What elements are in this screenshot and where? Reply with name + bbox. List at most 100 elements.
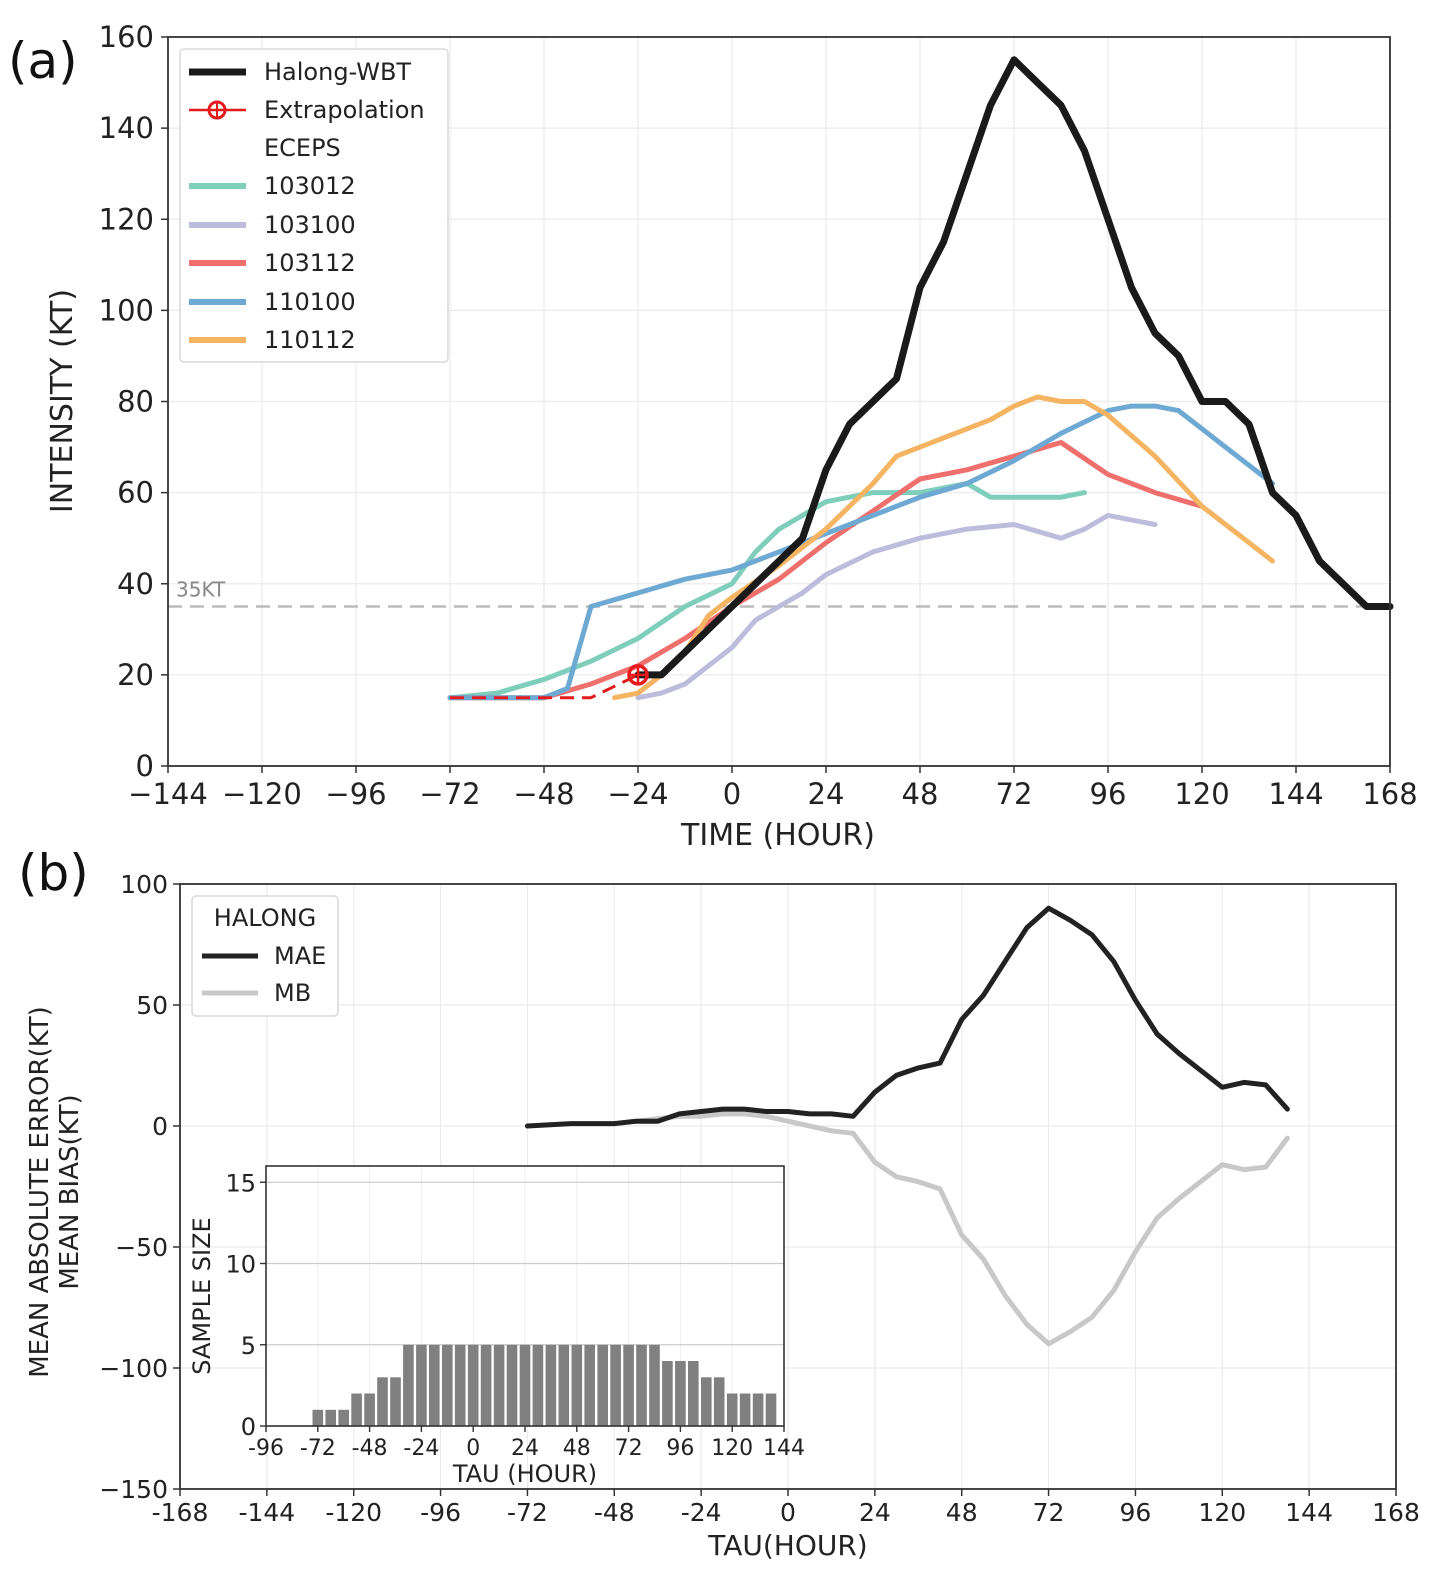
panel-b-series (524, 905, 1290, 1347)
x-tick-label: 96 (1090, 777, 1127, 811)
panel-a: (a) 35KT −144 −120 −96 −72 −48 −24 0 24 48 72 96 12… (8, 20, 1418, 853)
x-tick-label: -24 (681, 1498, 722, 1527)
sample-size-bar (558, 1344, 570, 1427)
x-tick-label: 48 (946, 1498, 978, 1527)
sample-size-bar (493, 1344, 505, 1427)
panel-a-y-axis-label: INTENSITY (KT) (45, 289, 80, 513)
y-tick-label: 80 (117, 385, 154, 419)
inset-y-tick-label: 0 (241, 1413, 256, 1441)
sample-size-bar (532, 1344, 544, 1427)
inset-y-tick-label: 5 (241, 1332, 256, 1360)
legend-group-title-eceps: ECEPS (264, 134, 341, 162)
legend-title-halong: HALONG (214, 904, 316, 932)
x-tick-label: -144 (238, 1498, 295, 1527)
sample-size-bar (325, 1409, 336, 1427)
extrapolation-marker (627, 664, 649, 686)
inset-y-tick-label: 10 (225, 1251, 256, 1279)
x-tick-label: 0 (780, 1498, 796, 1527)
x-tick-label: −24 (607, 777, 668, 811)
sample-size-bar (636, 1344, 647, 1427)
sample-size-bar (597, 1344, 608, 1427)
reference-line-label: 35KT (176, 578, 226, 602)
panel-a-x-axis-label: TIME (HOUR) (680, 818, 875, 853)
legend-box-b (191, 895, 339, 1017)
series-line-103100 (635, 512, 1158, 701)
sample-size-bar (675, 1361, 686, 1426)
y-tick-label: 0 (152, 1112, 168, 1141)
y-tick-label: 20 (117, 658, 154, 692)
y-tick-label: 40 (117, 567, 154, 601)
sample-size-bar (726, 1393, 738, 1426)
inset-x-tick-label: 48 (563, 1436, 591, 1461)
inset-y-ticks: 0 5 10 15 (225, 1169, 266, 1441)
legend-label-mae: MAE (274, 942, 326, 970)
sample-size-bar (584, 1344, 595, 1427)
x-tick-label: −120 (222, 777, 302, 811)
y-tick-label: −50 (115, 1233, 168, 1262)
panel-b-x-ticks: -168 -144 -120 -96 -72 -48 -24 0 24 48 72 96 120 144 1… (152, 1489, 1420, 1527)
sample-size-bar (364, 1393, 375, 1426)
series-line-103112 (447, 440, 1205, 701)
sample-size-bar (649, 1344, 660, 1427)
series-line-110100 (447, 403, 1275, 701)
x-tick-label: -120 (325, 1498, 382, 1527)
x-tick-label: 168 (1372, 1498, 1420, 1527)
sample-size-bar (403, 1344, 414, 1427)
series-line-110112 (612, 394, 1275, 701)
sample-size-bar (713, 1377, 725, 1427)
x-tick-label: -96 (420, 1498, 461, 1527)
inset-x-axis-label: TAU (HOUR) (452, 1460, 597, 1488)
panel-b-legend: HALONG MAE MB (191, 895, 339, 1017)
sample-size-bar (688, 1361, 699, 1426)
sample-size-bar (429, 1344, 440, 1427)
inset-x-tick-label: -96 (248, 1436, 284, 1461)
inset-x-tick-label: 120 (711, 1436, 753, 1461)
inset-x-tick-label: 24 (511, 1436, 539, 1461)
sample-size-bar (467, 1344, 479, 1427)
panel-a-y-ticks: 0 20 40 60 80 100 120 140 160 (99, 20, 168, 783)
x-tick-label: 72 (1033, 1498, 1065, 1527)
x-tick-label: 24 (859, 1498, 891, 1527)
x-tick-label: −72 (419, 777, 480, 811)
x-tick-label: 0 (723, 777, 741, 811)
y-tick-label: 120 (99, 202, 154, 236)
sample-size-bar (416, 1344, 427, 1427)
legend-label-110112: 110112 (264, 326, 356, 354)
inset-y-tick-label: 15 (225, 1169, 256, 1197)
x-tick-label: 120 (1198, 1498, 1246, 1527)
sample-size-bar (519, 1344, 531, 1427)
x-tick-label: 144 (1268, 777, 1323, 811)
inset-x-tick-label: -72 (300, 1436, 336, 1461)
y-tick-label: 50 (136, 991, 168, 1020)
legend-label-halong-wbt: Halong-WBT (264, 58, 411, 86)
sample-size-bar (545, 1344, 557, 1427)
sample-size-bar (701, 1377, 712, 1427)
inset-x-tick-label: 144 (763, 1436, 805, 1461)
panel-b-y-axis-label: MEAN ABSOLUTE ERROR(KT) (25, 1006, 55, 1378)
inset-x-tick-label: -48 (352, 1436, 388, 1461)
x-tick-label: 48 (902, 777, 939, 811)
sample-size-inset: -96 -72 -48 -24 0 24 48 72 96 120 144 0 5 10 15 TAU (… (188, 1165, 805, 1488)
x-tick-label: 96 (1120, 1498, 1152, 1527)
panel-b: (b) -168 -144 -120 -96 -72 -48 -24 0 24 48 72 96 120… (18, 844, 1420, 1562)
x-tick-label: 72 (996, 777, 1033, 811)
sample-size-bar (739, 1393, 751, 1426)
series-line-103012 (447, 481, 1087, 701)
inset-x-tick-label: 96 (666, 1436, 694, 1461)
sample-size-bar (610, 1344, 621, 1427)
series-line-mae (524, 905, 1290, 1129)
x-tick-label: -168 (152, 1498, 209, 1527)
sample-size-bar (442, 1344, 453, 1427)
y-tick-label: 100 (120, 870, 168, 899)
sample-size-bar (623, 1344, 634, 1427)
sample-size-bar (662, 1361, 673, 1426)
inset-x-tick-label: -24 (403, 1436, 439, 1461)
sample-size-bar (390, 1377, 401, 1427)
x-tick-label: −96 (325, 777, 386, 811)
panel-a-legend: Halong-WBT Extrapolation ECEPS 103012 10… (179, 48, 449, 363)
y-tick-label: 140 (99, 111, 154, 145)
series-line-mb (633, 1111, 1290, 1347)
panel-b-y-axis-label-2: MEAN BIAS(KT) (55, 1094, 85, 1289)
sample-size-bar (480, 1344, 492, 1427)
